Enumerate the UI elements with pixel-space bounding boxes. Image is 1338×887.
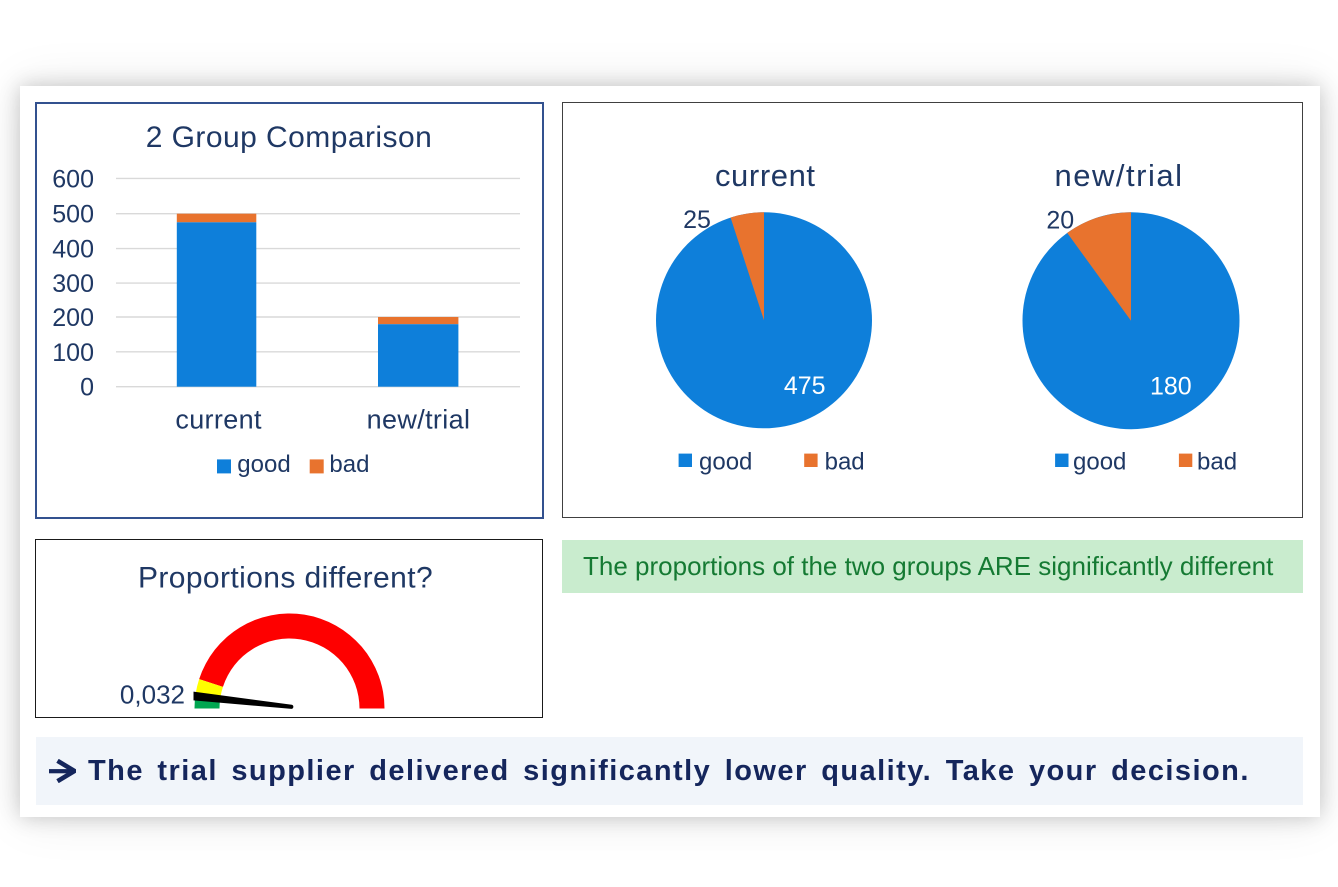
svg-text:new/trial: new/trial xyxy=(1055,158,1184,193)
svg-text:0,032: 0,032 xyxy=(120,680,185,710)
svg-text:current: current xyxy=(715,158,816,193)
svg-text:600: 600 xyxy=(52,165,94,193)
svg-text:good: good xyxy=(699,448,752,475)
svg-text:good: good xyxy=(1073,448,1126,475)
svg-text:200: 200 xyxy=(52,304,94,332)
svg-text:475: 475 xyxy=(784,372,826,400)
svg-text:bad: bad xyxy=(1197,448,1237,475)
svg-text:current: current xyxy=(175,405,262,435)
svg-text:0: 0 xyxy=(80,374,94,402)
svg-text:300: 300 xyxy=(52,270,94,298)
svg-text:400: 400 xyxy=(52,236,94,264)
svg-text:new/trial: new/trial xyxy=(367,405,471,435)
svg-text:bad: bad xyxy=(329,451,369,478)
svg-text:100: 100 xyxy=(52,339,94,367)
svg-text:500: 500 xyxy=(52,201,94,229)
svg-text:25: 25 xyxy=(683,206,711,234)
svg-text:Proportions different?: Proportions different? xyxy=(138,561,433,594)
svg-text:2 Group Comparison: 2 Group Comparison xyxy=(146,121,433,154)
svg-text:20: 20 xyxy=(1046,207,1074,235)
svg-text:bad: bad xyxy=(825,448,865,475)
svg-text:good: good xyxy=(237,451,290,478)
svg-text:180: 180 xyxy=(1150,373,1192,401)
